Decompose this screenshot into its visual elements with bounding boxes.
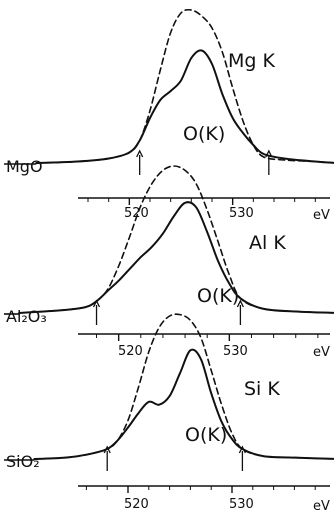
arrows-mgo (136, 149, 273, 175)
compound-label-al2o3: Al₂O₃ (6, 307, 47, 326)
panel-al2o3: Al₂O₃ Al K O(K) 520 530 eV (4, 165, 334, 360)
tick-label-520-mgo: 520 (124, 206, 149, 221)
solid-series-label-al2o3: O(K) (197, 285, 239, 307)
edge-arrow-mgo-2 (265, 149, 273, 175)
x-unit-sio2: eV (313, 499, 330, 513)
panel-mgo: MgO Mg K O(K) 520 530 eV (4, 8, 334, 223)
curves-mgo (4, 8, 334, 165)
tick-label-530-sio2: 530 (229, 497, 254, 512)
tick-label-530-al2o3: 530 (223, 344, 248, 359)
edge-arrow-sio2-1 (103, 445, 111, 471)
solid-curve-mgo (35, 49, 334, 164)
tick-label-530-mgo: 530 (229, 206, 254, 221)
x-unit-mgo: eV (313, 208, 330, 223)
x-unit-al2o3: eV (313, 345, 330, 360)
edge-arrow-al2o3-1 (92, 299, 101, 325)
ticks-al2o3 (96, 334, 319, 341)
dashed-series-label-mgo: Mg K (228, 50, 275, 72)
compound-label-sio2: SiO₂ (6, 452, 40, 471)
dashed-series-label-sio2: Si K (244, 378, 280, 400)
edge-arrow-sio2-2 (238, 445, 246, 471)
curves-sio2 (4, 313, 334, 461)
solid-series-label-sio2: O(K) (185, 424, 227, 446)
arrows-al2o3 (92, 299, 244, 325)
ticks-mgo (87, 198, 316, 205)
solid-curve-al2o3 (18, 201, 334, 314)
panel-sio2: SiO₂ Si K O(K) 520 530 eV (4, 313, 334, 513)
arrows-sio2 (103, 445, 246, 471)
tick-label-520-al2o3: 520 (118, 344, 143, 359)
edge-arrow-mgo-1 (136, 149, 144, 175)
dashed-series-label-al2o3: Al K (249, 232, 286, 254)
edge-arrow-al2o3-2 (236, 299, 244, 325)
tick-label-520-sio2: 520 (124, 497, 149, 512)
dashed-curve-al2o3 (18, 165, 334, 314)
ticks-sio2 (85, 486, 316, 493)
solid-series-label-mgo: O(K) (183, 123, 225, 145)
compound-label-mgo: MgO (6, 157, 43, 176)
curves-al2o3 (4, 165, 334, 315)
